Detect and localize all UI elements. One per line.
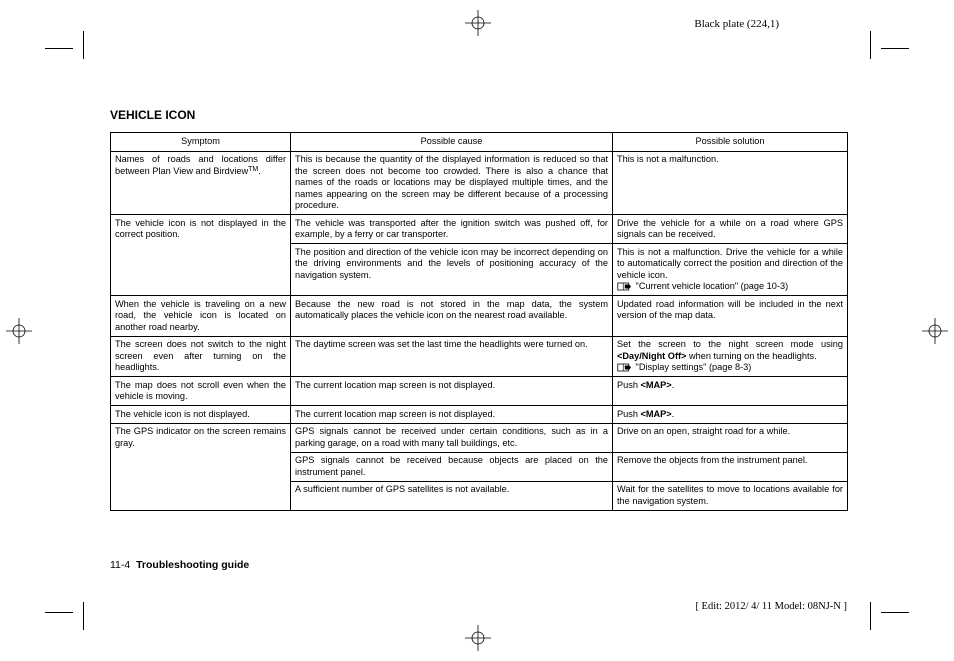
page-number: 11-4 bbox=[110, 559, 130, 571]
col-header: Symptom bbox=[111, 133, 291, 152]
cause-cell: The vehicle was transported after the ig… bbox=[291, 215, 613, 244]
page-ref-icon bbox=[617, 282, 631, 291]
troubleshooting-table: Symptom Possible cause Possible solution… bbox=[110, 132, 848, 511]
crop-mark bbox=[83, 31, 84, 59]
crop-mark bbox=[870, 602, 871, 630]
solution-cell: Push <MAP>. bbox=[613, 406, 848, 424]
section-title: VEHICLE ICON bbox=[110, 108, 847, 122]
registration-mark bbox=[465, 625, 491, 651]
solution-cell: Updated road information will be include… bbox=[613, 296, 848, 337]
symptom-cell: When the vehicle is traveling on a new r… bbox=[111, 296, 291, 337]
symptom-cell: The vehicle icon is not displayed. bbox=[111, 406, 291, 424]
symptom-cell: The map does not scroll even when the ve… bbox=[111, 377, 291, 406]
content-area: VEHICLE ICON Symptom Possible cause Poss… bbox=[110, 108, 847, 511]
crop-mark bbox=[45, 612, 73, 613]
page-reference: "Current vehicle location" (page 10-3) bbox=[617, 281, 788, 293]
table-row: The map does not scroll even when the ve… bbox=[111, 377, 848, 406]
cause-cell: This is because the quantity of the disp… bbox=[291, 151, 613, 215]
page-footer-left: 11-4 Troubleshooting guide bbox=[110, 559, 249, 571]
section-name: Troubleshooting guide bbox=[136, 559, 249, 571]
cause-cell: GPS signals cannot be received under cer… bbox=[291, 423, 613, 452]
registration-mark bbox=[922, 318, 948, 344]
solution-cell: This is not a malfunction. Drive the veh… bbox=[613, 244, 848, 296]
symptom-cell: The GPS indicator on the screen remains … bbox=[111, 423, 291, 510]
table-row: The vehicle icon is not displayed in the… bbox=[111, 215, 848, 244]
crop-mark bbox=[45, 48, 73, 49]
solution-cell: Wait for the satellites to move to locat… bbox=[613, 481, 848, 510]
cause-cell: The current location map screen is not d… bbox=[291, 377, 613, 406]
col-header: Possible solution bbox=[613, 133, 848, 152]
solution-cell: Drive the vehicle for a while on a road … bbox=[613, 215, 848, 244]
crop-mark bbox=[881, 48, 909, 49]
plate-label: Black plate (224,1) bbox=[694, 18, 779, 30]
solution-cell: This is not a malfunction. bbox=[613, 151, 848, 215]
cause-cell: The current location map screen is not d… bbox=[291, 406, 613, 424]
table-header-row: Symptom Possible cause Possible solution bbox=[111, 133, 848, 152]
col-header: Possible cause bbox=[291, 133, 613, 152]
table-row: When the vehicle is traveling on a new r… bbox=[111, 296, 848, 337]
solution-cell: Push <MAP>. bbox=[613, 377, 848, 406]
solution-cell: Set the screen to the night screen mode … bbox=[613, 336, 848, 377]
page-reference: "Display settings" (page 8-3) bbox=[617, 362, 751, 374]
table-row: The screen does not switch to the night … bbox=[111, 336, 848, 377]
table-row: The GPS indicator on the screen remains … bbox=[111, 423, 848, 452]
symptom-cell: The screen does not switch to the night … bbox=[111, 336, 291, 377]
edit-info: [ Edit: 2012/ 4/ 11 Model: 08NJ-N ] bbox=[695, 601, 847, 612]
symptom-cell: The vehicle icon is not displayed in the… bbox=[111, 215, 291, 296]
table-row: Names of roads and locations differ betw… bbox=[111, 151, 848, 215]
registration-mark bbox=[465, 10, 491, 36]
page-ref-icon bbox=[617, 363, 631, 372]
cause-cell: Because the new road is not stored in th… bbox=[291, 296, 613, 337]
registration-mark bbox=[6, 318, 32, 344]
cause-cell: A sufficient number of GPS satellites is… bbox=[291, 481, 613, 510]
cause-cell: The daytime screen was set the last time… bbox=[291, 336, 613, 377]
cause-cell: The position and direction of the vehicl… bbox=[291, 244, 613, 296]
crop-mark bbox=[870, 31, 871, 59]
symptom-cell: Names of roads and locations differ betw… bbox=[111, 151, 291, 215]
crop-mark bbox=[881, 612, 909, 613]
table-row: The vehicle icon is not displayed.The cu… bbox=[111, 406, 848, 424]
crop-mark bbox=[83, 602, 84, 630]
solution-cell: Remove the objects from the instrument p… bbox=[613, 452, 848, 481]
cause-cell: GPS signals cannot be received because o… bbox=[291, 452, 613, 481]
solution-cell: Drive on an open, straight road for a wh… bbox=[613, 423, 848, 452]
